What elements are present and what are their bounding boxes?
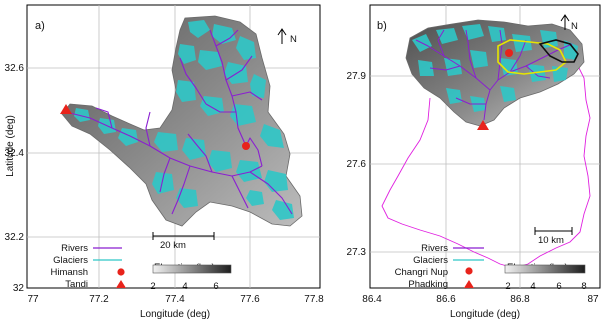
panel-a-scale-bar: 20 km — [152, 232, 215, 251]
tandi-marker — [60, 104, 72, 114]
panel-b-label: b) — [377, 20, 387, 32]
legend-site1-label: Himansh — [51, 267, 89, 278]
panel-a-north-arrow: N — [277, 28, 297, 45]
panel-b-black-outline — [538, 39, 579, 63]
panel-a-cbar-tick: 6 — [213, 281, 218, 292]
panel-a-rivers — [65, 29, 293, 215]
panel-a-x-axis-label: Longitude (deg) — [140, 309, 210, 320]
panel-a-x-ticks: 77 77.2 77.4 77.6 77.8 — [27, 294, 324, 305]
x-tick-label: 77.2 — [89, 294, 109, 305]
y-tick-label: 32.6 — [5, 63, 25, 74]
panel-b-glaciers — [412, 24, 578, 112]
panel-a-label: a) — [35, 20, 45, 32]
y-tick-label: 27.6 — [347, 159, 367, 170]
panel-b-legend: Rivers Glaciers Changri Nup Phadking — [395, 243, 484, 290]
panel-b-yellow-outline — [497, 39, 568, 75]
panel-a-dem — [61, 15, 303, 227]
legend-triangle-marker — [116, 280, 126, 288]
legend-rivers-label: Rivers — [421, 243, 448, 254]
y-tick-label: 32.4 — [5, 148, 25, 159]
x-tick-label: 77.4 — [165, 294, 185, 305]
panel-a-cbar-tick: 4 — [182, 281, 187, 292]
panel-b-colorbar: Elevation (km) 2 4 6 8 — [504, 262, 587, 292]
panel-a-cbar-tick: 2 — [150, 281, 155, 292]
legend-site2-label: Tandi — [65, 279, 88, 290]
legend-glaciers-label: Glaciers — [53, 255, 88, 266]
panel-a: a) N 20 km Rivers Glaciers Himansh Tandi — [5, 4, 324, 320]
panel-b-north-label: N — [571, 21, 578, 32]
himansh-marker — [242, 142, 250, 150]
panel-a-colorbar: Elevation (km) 2 4 6 — [150, 262, 232, 292]
y-tick-label: 32.2 — [5, 232, 25, 243]
phadking-marker — [477, 120, 489, 130]
x-tick-label: 77.8 — [304, 294, 324, 305]
panel-a-scale-label: 20 km — [160, 240, 186, 251]
x-tick-label: 86.4 — [362, 294, 382, 305]
y-tick-label: 27.9 — [347, 71, 367, 82]
y-tick-label: 32 — [13, 283, 25, 294]
panel-b-cbar-tick: 2 — [505, 281, 510, 292]
panel-b-x-axis-label: Longitude (deg) — [450, 309, 520, 320]
panel-b-cbar-tick: 8 — [581, 281, 586, 292]
panel-b-cbar-tick: 4 — [530, 281, 535, 292]
x-tick-label: 87 — [587, 294, 599, 305]
panel-b-north-arrow: N — [560, 14, 578, 32]
legend-site1-label: Changri Nup — [395, 267, 448, 278]
legend-glaciers-label: Glaciers — [413, 255, 448, 266]
x-tick-label: 86.8 — [510, 294, 530, 305]
legend-circle-marker — [465, 267, 473, 275]
panel-b: b) N 10 km Rivers Glaciers Changri Nup P… — [347, 4, 601, 320]
legend-rivers-label: Rivers — [61, 243, 88, 254]
panel-a-north-label: N — [290, 34, 297, 45]
panel-b-y-ticks: 27.9 27.6 27.3 — [347, 71, 367, 258]
panel-b-cbar-tick: 6 — [556, 281, 561, 292]
panel-b-scale-label: 10 km — [538, 235, 564, 246]
x-tick-label: 86.6 — [436, 294, 456, 305]
changri-nup-marker — [505, 49, 513, 57]
panel-b-scale-bar: 10 km — [534, 227, 573, 246]
panel-b-x-ticks: 86.4 86.6 86.8 87 — [362, 294, 599, 305]
legend-circle-marker — [117, 268, 125, 276]
x-tick-label: 77 — [27, 294, 39, 305]
panel-a-glaciers — [74, 20, 294, 220]
y-tick-label: 27.3 — [347, 247, 367, 258]
panel-a-legend: Rivers Glaciers Himansh Tandi — [51, 243, 126, 290]
legend-site2-label: Phadking — [408, 279, 448, 290]
panel-b-map — [381, 19, 591, 269]
panel-a-y-axis-label: Latitude (deg) — [5, 115, 16, 177]
legend-triangle-marker — [464, 280, 474, 288]
panel-a-y-ticks: 32.6 32.4 32.2 32 — [5, 63, 25, 294]
x-tick-label: 77.6 — [240, 294, 260, 305]
